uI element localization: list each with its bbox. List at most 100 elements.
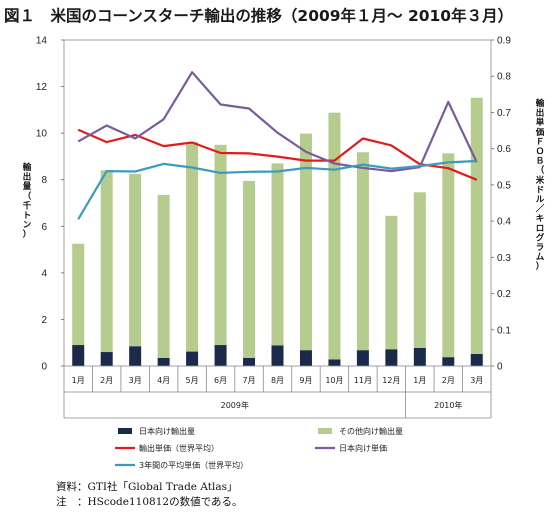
lines-layer: [77, 71, 478, 220]
left-tick-label: 0: [41, 362, 47, 373]
bar-other-10: [356, 152, 369, 351]
right-tick-label: 0.8: [497, 72, 511, 83]
legend-label: その他向け輸出量: [339, 426, 403, 436]
axis-title-char: Ｂ: [536, 156, 545, 167]
line-japan-unit-price: [77, 71, 478, 173]
chart-svg: 0 2 4 6 8 10 12 14 0 0.1 0.2 0.3 0.4 0.5 0.6 0.7 0.8 0.9 1…: [23, 36, 545, 471]
right-tick-label: 0.5: [497, 180, 511, 191]
bar-japan-8: [299, 350, 312, 366]
bar-other-11: [385, 215, 398, 350]
axis-title-char: ）: [536, 261, 545, 272]
legend-other-volume: その他向け輸出量: [318, 426, 403, 436]
bar-japan-0: [72, 345, 85, 366]
axis-title-char: Ｆ: [536, 136, 545, 147]
bar-japan-5: [214, 345, 227, 366]
axis-title-char: ／: [536, 204, 545, 215]
axis-title-char: ン: [23, 221, 32, 231]
bar-japan-1: [100, 352, 113, 366]
bar-japan-10: [356, 350, 369, 366]
legend-swatch: [318, 428, 332, 434]
x-tick-label: 2月: [442, 376, 455, 385]
legend-label: 日本向け輸出量: [139, 426, 195, 436]
bar-japan-2: [129, 346, 142, 366]
bar-japan-12: [413, 347, 426, 366]
x-tick-label: 3月: [470, 376, 483, 385]
axis-title-char: ル: [536, 195, 545, 205]
source-notes: 資料：GTI社「Global Trade Atlas」 注 ：HScode110…: [56, 480, 242, 510]
axis-title-char: ）: [23, 229, 32, 240]
right-tick-label: 0.2: [497, 289, 511, 300]
x-tick-label: 3月: [129, 376, 142, 385]
left-tick-label: 12: [36, 82, 48, 93]
bar-japan-14: [470, 353, 483, 366]
axis-title-char: グ: [536, 232, 545, 243]
source-note: 資料：GTI社「Global Trade Atlas」: [56, 481, 238, 493]
axis-title-char: （: [536, 165, 545, 176]
axis-title-char: 単: [536, 117, 545, 128]
bar-japan-4: [186, 351, 199, 366]
bar-japan-7: [271, 345, 284, 366]
axis-title-char: ト: [23, 211, 32, 221]
axis-title-char: 価: [535, 127, 545, 138]
left-axis-title: 輸出量（千トン）: [23, 162, 32, 240]
axis-title-char: ド: [536, 185, 545, 195]
left-tick-label: 2: [41, 315, 47, 326]
bar-other-6: [243, 180, 256, 358]
legend-label: 輸出単価（世界平均）: [139, 443, 219, 453]
x-tick-label: 7月: [242, 376, 255, 385]
x-tick-label: 11月: [354, 376, 372, 385]
bars-layer: [72, 97, 483, 366]
axis-title-char: （: [23, 191, 32, 202]
bar-other-7: [271, 163, 284, 346]
x-tick-label: 1月: [413, 376, 426, 385]
line-world-unit-price: [77, 128, 478, 181]
axis-title-char: 輸: [23, 162, 32, 173]
plot-frame: [63, 39, 492, 367]
x-tick-label: 10月: [325, 376, 343, 385]
axis-title-char: ロ: [536, 224, 545, 234]
right-tick-label: 0.4: [497, 217, 511, 228]
bar-japan-11: [385, 349, 398, 366]
axis-title-char: ラ: [536, 243, 545, 253]
legend-swatch: [118, 428, 132, 434]
axes-layer: 0 2 4 6 8 10 12 14 0 0.1 0.2 0.3 0.4 0.5 0.6 0.7 0.8 0.9 1…: [23, 36, 545, 419]
legend-3yr-avg-price: 3年間の平均単価（世界平均）: [115, 460, 248, 470]
bar-other-14: [470, 97, 483, 354]
axis-title-char: 量: [23, 181, 32, 192]
left-tick-label: 14: [36, 36, 48, 47]
bar-other-13: [442, 153, 455, 358]
legend-japan-volume: 日本向け輸出量: [118, 426, 195, 436]
x-tick-label: 9月: [299, 376, 312, 385]
x-tick-label: 2月: [100, 376, 113, 385]
bar-japan-3: [157, 357, 170, 366]
axis-title-char: 米: [536, 175, 545, 186]
bar-other-9: [328, 112, 341, 360]
footnote: 注 ：HScode110812の数値である。: [56, 496, 243, 508]
right-tick-label: 0.9: [497, 36, 511, 47]
x-tick-label: 4月: [157, 376, 170, 385]
x-tick-label: 5月: [186, 376, 199, 385]
right-tick-label: 0.7: [497, 108, 511, 119]
bar-other-2: [129, 173, 142, 347]
axis-title-char: 出: [23, 172, 32, 183]
x-tick-label: 1月: [72, 376, 85, 385]
axis-title-char: キ: [536, 214, 545, 224]
bar-other-5: [214, 144, 227, 346]
chart-title: 図１ 米国のコーンスターチ輸出の推移（2009年１月～ 2010年３月）: [4, 7, 514, 25]
left-tick-label: 4: [41, 268, 47, 279]
legend-world-unit-price: 輸出単価（世界平均）: [115, 443, 219, 453]
bar-other-12: [413, 192, 426, 348]
bar-japan-9: [328, 359, 341, 366]
x-tick-label: 6月: [214, 376, 227, 385]
axis-title-char: 出: [536, 108, 545, 119]
axis-title-char: Ｏ: [536, 146, 545, 157]
right-tick-label: 0.1: [497, 325, 511, 336]
bar-other-4: [186, 141, 199, 352]
axis-title-char: 千: [23, 200, 32, 211]
x-tick-label: 12月: [382, 376, 400, 385]
right-tick-label: 0: [497, 362, 503, 373]
axis-title-char: ム: [536, 253, 545, 263]
axis-title-char: 輸: [536, 98, 545, 109]
